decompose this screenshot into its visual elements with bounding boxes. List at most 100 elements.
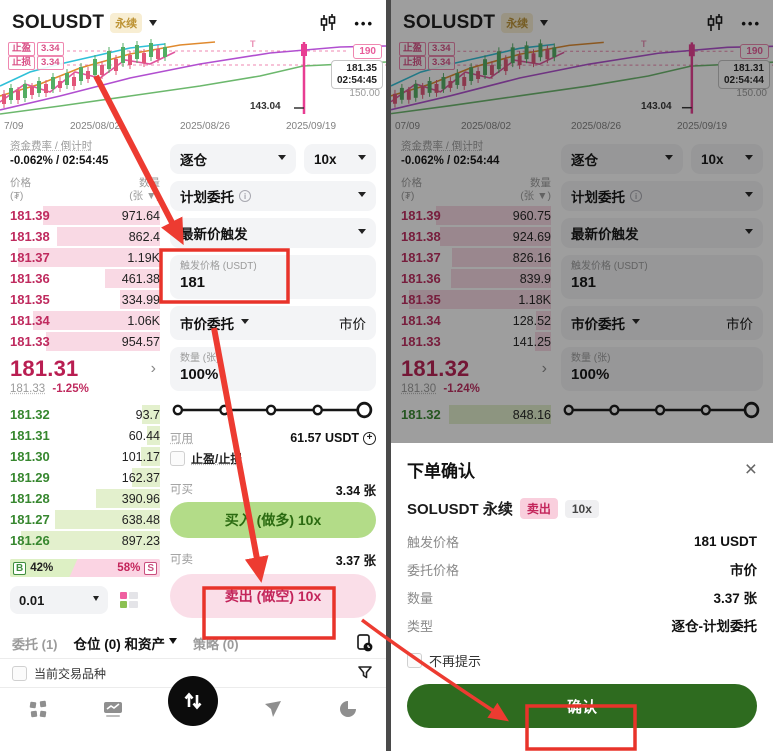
chevron-down-icon [169, 638, 178, 648]
take-profit-line-label[interactable]: 止盈 3.34 [8, 42, 64, 56]
chevron-down-icon[interactable] [540, 20, 549, 30]
depth-bar [17, 248, 160, 267]
ask-row[interactable]: 181.36 839.9 [401, 269, 551, 288]
ask-row[interactable]: 181.39 960.75 [401, 206, 551, 225]
more-menu-icon[interactable]: ••• [354, 15, 374, 31]
deposit-icon[interactable]: + [363, 431, 376, 445]
ask-row[interactable]: 181.35 1.18K [401, 290, 551, 309]
price-level-badge: 190 [353, 44, 382, 59]
depth-bar [32, 311, 160, 330]
chevron-right-icon[interactable]: › [150, 360, 156, 377]
low-price-label: 143.04 [641, 101, 672, 112]
screenshot-divider [386, 0, 391, 751]
checkbox[interactable] [12, 665, 27, 681]
nav-discover-icon[interactable] [253, 699, 293, 719]
trigger-price-input[interactable]: 触发价格 (USDT) 181 [561, 255, 763, 299]
ask-row[interactable]: 181.37 826.16 [401, 248, 551, 267]
stop-loss-line-label[interactable]: 止损 3.34 [8, 56, 64, 70]
ask-row[interactable]: 181.34 1.06K [10, 311, 160, 330]
price-chart[interactable]: 止盈 3.34 止损 3.34 T 190 181.31 02:54:44 15… [391, 38, 773, 120]
symbol-title[interactable]: SOLUSDT [12, 12, 105, 33]
chevron-down-icon [278, 154, 286, 164]
trigger-type-select[interactable]: 最新价触发 [170, 218, 376, 248]
exec-type-select[interactable]: 市价委托 市价 [561, 306, 763, 340]
bid-row[interactable]: 181.27 638.48 [10, 510, 160, 529]
last-price-block[interactable]: 181.32 › 181.30 -1.24% [401, 356, 551, 404]
info-icon[interactable]: i [630, 190, 642, 202]
ask-row[interactable]: 181.38 862.4 [10, 227, 160, 246]
depth-bar [95, 489, 160, 508]
checkbox[interactable] [170, 450, 185, 466]
nav-trade-button[interactable] [167, 675, 218, 726]
panel-left: SOLUSDT 永续 ••• 止盈 3.34 止损 3.34 [0, 0, 386, 751]
leverage-select[interactable]: 10x [691, 144, 763, 174]
leverage-select[interactable]: 10x [304, 144, 376, 174]
quantity-input[interactable]: 数量 (张) 100% [170, 347, 376, 391]
trigger-type-select[interactable]: 最新价触发 [561, 218, 763, 248]
bid-row[interactable]: 181.31 60.44 [10, 426, 160, 445]
order-type-select[interactable]: 计划委托 i [561, 181, 763, 211]
sell-short-button[interactable]: 卖出 (做空) 10x [170, 574, 376, 618]
checkbox[interactable] [407, 653, 422, 668]
chevron-right-icon[interactable]: › [541, 360, 547, 377]
modal-dim-overlay[interactable] [391, 0, 773, 443]
margin-mode-select[interactable]: 逐仓 [561, 144, 683, 174]
confirm-button[interactable]: 确认 [407, 684, 757, 728]
price-chart[interactable]: 止盈 3.34 止损 3.34 T 190 181.35 02:54:45 15… [0, 38, 386, 120]
depth-view-icon[interactable] [118, 589, 140, 611]
tab-orders[interactable]: 委托 (1) [12, 636, 58, 652]
bid-row[interactable]: 181.32 93.7 [10, 405, 160, 424]
ask-row[interactable]: 181.33 954.57 [10, 332, 160, 351]
exec-type-select[interactable]: 市价委托 市价 [170, 306, 376, 340]
can-sell-value: 3.37 张 [335, 553, 376, 568]
chevron-down-icon[interactable] [149, 20, 158, 30]
info-icon[interactable]: i [239, 190, 251, 202]
tab-strategy[interactable]: 策略 (0) [193, 636, 239, 652]
more-menu-icon[interactable]: ••• [741, 15, 761, 31]
leverage-badge: 10x [564, 499, 599, 518]
buy-long-button[interactable]: 买入 (做多) 10x [170, 502, 376, 538]
nav-markets-icon[interactable] [93, 699, 133, 719]
tab-positions[interactable]: 仓位 (0) 和资产 [74, 633, 178, 653]
ask-row[interactable]: 181.39 971.64 [10, 206, 160, 225]
tpsl-checkbox-row[interactable]: 止盈/止损 [170, 448, 376, 468]
nav-assets-icon[interactable] [328, 699, 368, 719]
header: SOLUSDT 永续 ••• [0, 0, 386, 38]
quantity-slider[interactable] [170, 398, 376, 422]
order-book: 资金费率 / 倒计时 -0.062% / 02:54:44 价格 (₮) 数量 (张… [401, 134, 551, 425]
mark-price: 181.30 [401, 383, 437, 395]
ask-row[interactable]: 181.37 1.19K [10, 248, 160, 267]
ask-row[interactable]: 181.35 334.99 [10, 290, 160, 309]
close-icon[interactable]: × [744, 458, 757, 481]
tick-size-select[interactable]: 0.01 [10, 586, 108, 614]
bid-row[interactable]: 181.30 101.17 [10, 447, 160, 466]
ask-row[interactable]: 181.36 461.38 [10, 269, 160, 288]
last-price-block[interactable]: 181.31 › 181.33 -1.25% [10, 356, 160, 404]
candlestick-chart-icon[interactable] [705, 13, 725, 33]
chart-x-axis: 7/09 2025/08/02 2025/08/26 2025/09/19 [4, 121, 337, 132]
order-type-select[interactable]: 计划委托 i [170, 181, 376, 211]
qty-unit-selector[interactable]: (张 ▼) [520, 190, 551, 202]
bid-row[interactable]: 181.32 848.16 [401, 405, 551, 424]
ask-row[interactable]: 181.38 924.69 [401, 227, 551, 246]
bid-row[interactable]: 181.29 162.37 [10, 468, 160, 487]
candlestick-chart-icon[interactable] [318, 13, 338, 33]
symbol-title[interactable]: SOLUSDT [403, 12, 496, 33]
quantity-input[interactable]: 数量 (张) 100% [561, 347, 763, 391]
ask-row[interactable]: 181.33 141.25 [401, 332, 551, 351]
bid-row[interactable]: 181.26 897.23 [10, 531, 160, 550]
nav-home-icon[interactable] [18, 699, 58, 719]
ask-row[interactable]: 181.34 128.52 [401, 311, 551, 330]
no-remind-row[interactable]: 不再提示 [407, 651, 757, 670]
order-history-icon[interactable] [354, 633, 374, 653]
bid-row[interactable]: 181.28 390.96 [10, 489, 160, 508]
margin-mode-select[interactable]: 逐仓 [170, 144, 296, 174]
qty-unit-selector[interactable]: (张 ▼) [129, 190, 160, 202]
stop-loss-line-label[interactable]: 止损 3.34 [399, 56, 455, 70]
can-buy-value: 3.34 张 [335, 483, 376, 498]
chart-x-axis: 07/09 2025/08/02 2025/08/26 2025/09/19 [395, 121, 728, 132]
quantity-slider[interactable] [561, 398, 763, 422]
filter-funnel-icon[interactable] [356, 664, 374, 682]
take-profit-line-label[interactable]: 止盈 3.34 [399, 42, 455, 56]
trigger-price-input[interactable]: 触发价格 (USDT) 181 [170, 255, 376, 299]
